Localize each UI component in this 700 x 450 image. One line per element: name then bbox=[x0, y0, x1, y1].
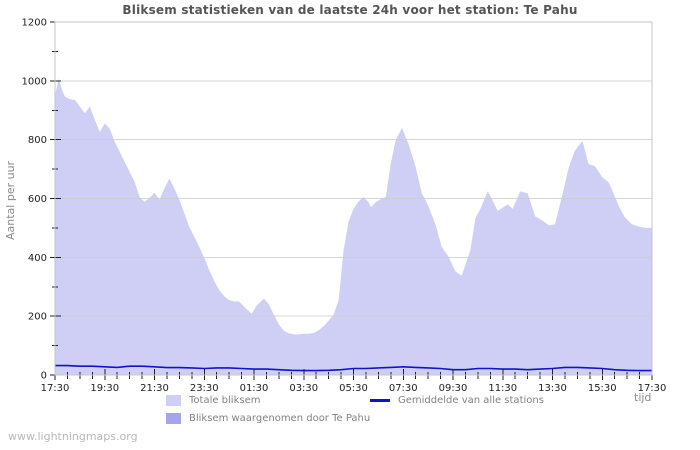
y-tick-label-800: 800 bbox=[28, 135, 47, 146]
legend-item-totale-bliksem: Totale bliksem bbox=[166, 394, 260, 407]
y-tick-label-600: 600 bbox=[28, 194, 47, 205]
x-tick-label-11: 15:30 bbox=[588, 383, 617, 394]
x-tick-label-10: 13:30 bbox=[538, 383, 567, 394]
x-tick-label-8: 09:30 bbox=[439, 383, 468, 394]
chart-title: Bliksem statistieken van de laatste 24h … bbox=[122, 3, 578, 17]
y-tick-label-200: 200 bbox=[28, 312, 47, 323]
x-axis-label: tijd bbox=[634, 391, 652, 404]
y-tick-label-400: 400 bbox=[28, 253, 47, 264]
legend-line-sample-gemiddelde bbox=[370, 399, 390, 402]
legend-item-gemiddelde: Gemiddelde van alle stations bbox=[370, 394, 544, 407]
y-tick-label-0: 0 bbox=[41, 371, 47, 382]
legend-label-station-bliksem: Bliksem waargenomen door Te Pahu bbox=[189, 413, 371, 424]
x-tick-label-0: 17:30 bbox=[41, 383, 70, 394]
y-tick-label-1200: 1200 bbox=[22, 18, 47, 29]
area-series-0 bbox=[55, 78, 652, 375]
legend-label-gemiddelde: Gemiddelde van alle stations bbox=[398, 395, 544, 406]
x-tick-label-5: 03:30 bbox=[289, 383, 318, 394]
x-tick-label-12: 17:30 bbox=[638, 383, 667, 394]
avg-line-series bbox=[55, 364, 652, 372]
legend-item-station-bliksem: Bliksem waargenomen door Te Pahu bbox=[166, 412, 370, 425]
x-tick-label-1: 19:30 bbox=[90, 383, 119, 394]
legend-swatch-station-bliksem bbox=[166, 413, 181, 424]
y-tick-label-1000: 1000 bbox=[22, 76, 47, 87]
x-tick-label-2: 21:30 bbox=[140, 383, 169, 394]
x-tick-label-4: 01:30 bbox=[240, 383, 269, 394]
x-tick-label-9: 11:30 bbox=[488, 383, 517, 394]
x-tick-label-3: 23:30 bbox=[190, 383, 219, 394]
x-tick-label-7: 07:30 bbox=[389, 383, 418, 394]
legend-label-totale-bliksem: Totale bliksem bbox=[189, 395, 261, 406]
legend-swatch-totale-bliksem bbox=[166, 395, 181, 406]
watermark-link: www.lightningmaps.org bbox=[8, 430, 138, 443]
x-tick-label-6: 05:30 bbox=[339, 383, 368, 394]
plot-frame bbox=[54, 21, 653, 376]
